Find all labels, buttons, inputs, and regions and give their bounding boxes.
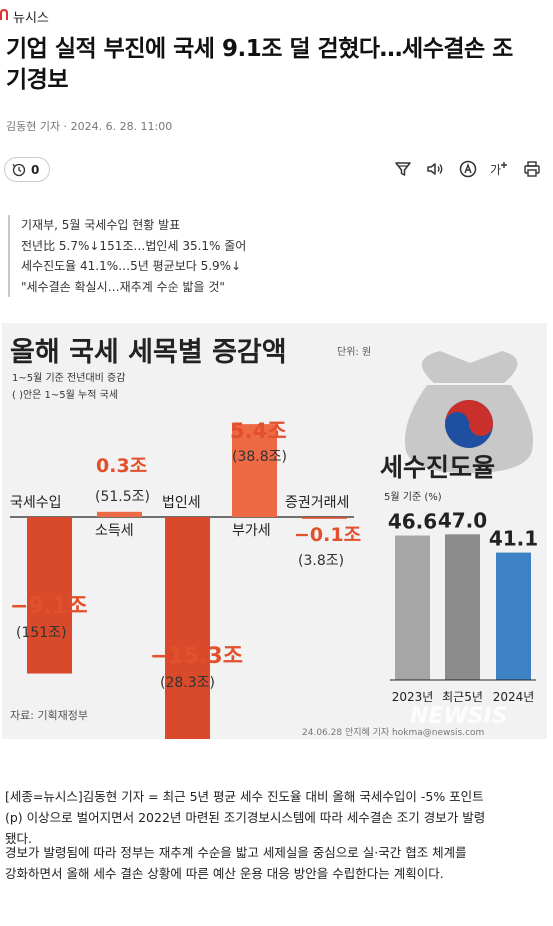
top-bar: 뉴시스 xyxy=(0,0,553,30)
byline: 김동현 기자 · 2024. 6. 28. 11:00 xyxy=(6,120,173,133)
cumulative-label: (3.8조) xyxy=(298,553,344,569)
bar-증권거래세 xyxy=(302,517,347,519)
category-label: 소득세 xyxy=(95,523,134,539)
progress-category-label: 2023년 xyxy=(392,690,434,704)
summary-line: 전년比 5.7%↓151조…법인세 35.1% 줄어 xyxy=(21,238,247,253)
taegeuk-red-icon xyxy=(445,400,493,436)
paragraph-line: 경보가 발령됨에 따라 정부는 재추계 수순을 밟고 세제실을 중심으로 실·국… xyxy=(5,845,467,860)
bar-부가세 xyxy=(232,424,277,517)
paragraph-line: 강화하면서 올해 세수 결손 상황에 따른 예산 운용 대응 방안을 수립한다는… xyxy=(5,866,444,881)
progress-value-label: 47.0 xyxy=(438,508,487,532)
progress-chart-title: 세수진도율 xyxy=(380,453,495,482)
progress-value-label: 46.6 xyxy=(388,510,437,534)
value-label: 5.4조 xyxy=(230,419,287,443)
bar-국세수입 xyxy=(27,517,72,674)
article-headline: 기업 실적 부진에 국세 9.1조 덜 걷혔다…세수결손 조 기경보 xyxy=(6,34,551,96)
audio-icon[interactable] xyxy=(425,159,445,179)
chart-title: 올해 국세 세목별 증감액 xyxy=(10,337,287,368)
svg-text:가: 가 xyxy=(490,163,501,177)
article-paragraph-1: [세종=뉴시스]김동현 기자 = 최근 5년 평균 세수 진도율 대비 올해 국… xyxy=(5,786,549,849)
paragraph-line: 됐다. xyxy=(5,831,32,846)
chart-unit: 단위: 원 xyxy=(337,345,371,358)
infographic: 올해 국세 세목별 증감액 단위: 원 1~5월 기준 전년대비 증감 ( )안은 1… xyxy=(2,323,547,739)
filter-icon[interactable] xyxy=(393,159,413,179)
category-label: 국세수입 xyxy=(10,495,62,511)
category-label: 증권거래세 xyxy=(285,495,349,511)
bar-소득세 xyxy=(97,511,142,517)
summary-line: "세수결손 확실시…재추계 수순 밟을 것" xyxy=(21,279,225,294)
value-label: −0.1조 xyxy=(294,524,361,546)
progress-chart-subtitle: 5월 기준 (%) xyxy=(384,491,442,503)
reaction-icon xyxy=(12,163,26,176)
progress-category-label: 최근5년 xyxy=(442,690,483,704)
paragraph-line: [세종=뉴시스]김동현 기자 = 최근 5년 평균 세수 진도율 대비 올해 국… xyxy=(5,789,484,804)
font-size-icon[interactable]: 가 xyxy=(489,159,509,179)
progress-value-label: 41.1 xyxy=(489,527,538,551)
article-paragraph-2: 경보가 발령됨에 따라 정부는 재추계 수순을 밟고 세제실을 중심으로 실·국… xyxy=(5,842,549,884)
print-icon[interactable] xyxy=(522,159,542,179)
article-toolbar: 0 가 xyxy=(0,150,553,186)
money-bag-top-icon xyxy=(421,351,518,383)
headline-line-2: 기경보 xyxy=(6,67,68,93)
chart-note: 1~5월 기준 전년대비 증감 xyxy=(12,372,125,384)
translate-icon[interactable] xyxy=(458,159,478,179)
cumulative-label: (28.3조) xyxy=(160,675,215,691)
progress-bar-2024년 xyxy=(496,552,531,680)
infographic-chart: 올해 국세 세목별 증감액 단위: 원 1~5월 기준 전년대비 증감 ( )안은 1… xyxy=(10,337,538,739)
cumulative-label: (38.8조) xyxy=(232,449,287,465)
value-label: 0.3조 xyxy=(96,455,147,477)
value-label: −15.3조 xyxy=(150,644,243,669)
progress-category-label: 2024년 xyxy=(493,690,535,704)
cumulative-label: (151조) xyxy=(16,625,67,641)
cumulative-label: (51.5조) xyxy=(95,489,150,505)
headline-line-1: 기업 실적 부진에 국세 9.1조 덜 걷혔다…세수결손 조 xyxy=(6,36,513,62)
value-label: −9.1조 xyxy=(10,594,88,619)
progress-bar-2023년 xyxy=(395,535,430,680)
bar-법인세 xyxy=(165,517,210,739)
chart-note: ( )안은 1~5월 누적 국세 xyxy=(12,389,118,401)
summary-line: 기재부, 5월 국세수입 현황 발표 xyxy=(21,218,181,232)
summary-line: 세수진도율 41.1%…5년 평균보다 5.9%↓ xyxy=(21,259,242,273)
newsis-logo-icon[interactable] xyxy=(0,9,8,21)
chart-source: 자료: 기획재정부 xyxy=(10,709,88,722)
category-label: 법인세 xyxy=(162,495,201,511)
category-label: 부가세 xyxy=(232,523,271,539)
article-summary: 기재부, 5월 국세수입 현황 발표 전년比 5.7%↓151조…법인세 35.… xyxy=(8,215,246,297)
site-name[interactable]: 뉴시스 xyxy=(13,11,49,26)
chart-credit: 24.06.28 안지혜 기자 hokma@newsis.com xyxy=(302,726,484,738)
reaction-count: 0 xyxy=(31,162,40,177)
reaction-button[interactable]: 0 xyxy=(4,157,50,182)
watermark: NEWSIS xyxy=(410,704,508,729)
progress-bar-최근5년 xyxy=(445,534,480,680)
paragraph-line: (p) 이상으로 벌어지면서 2022년 마련된 조기경보시스템에 따라 세수결… xyxy=(5,810,486,825)
